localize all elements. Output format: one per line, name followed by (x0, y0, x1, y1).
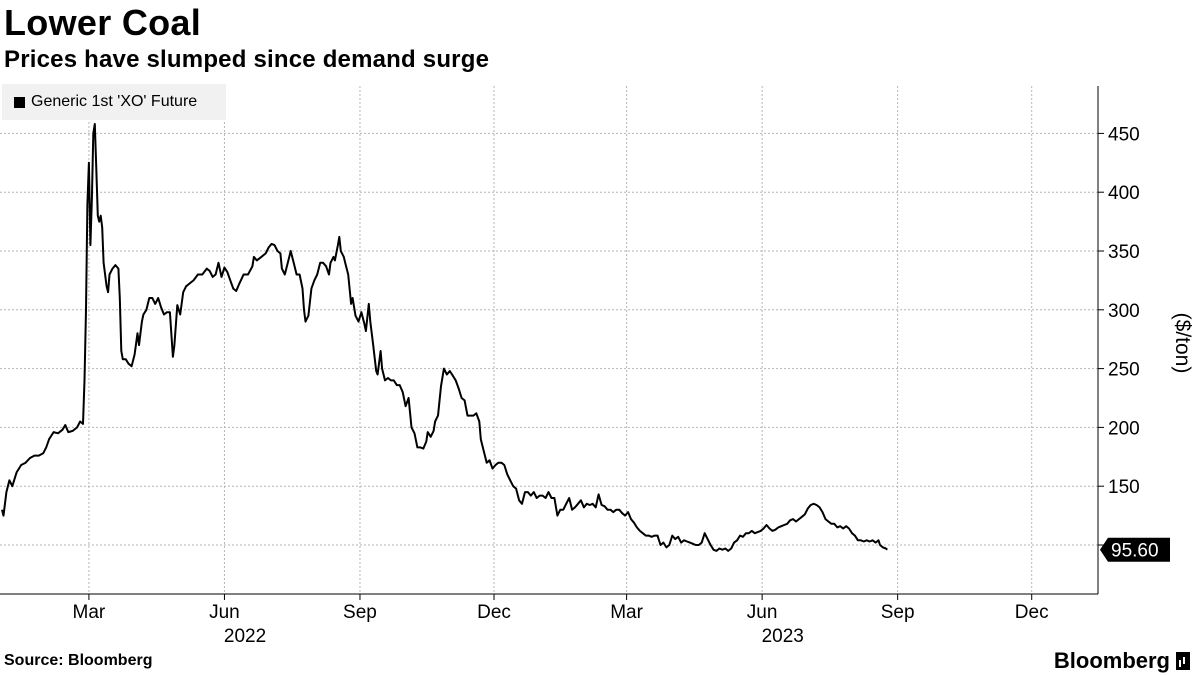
y-tick-label: 450 (1108, 124, 1140, 145)
series-line (1, 123, 888, 552)
y-tick-label: 350 (1108, 242, 1140, 263)
x-tick-label: Mar (73, 602, 106, 623)
x-tick-label: Dec (477, 602, 511, 623)
last-value-label: 95.60 (1111, 541, 1159, 562)
y-axis-title: ($/ton) (1171, 313, 1194, 374)
y-tick-label: 200 (1108, 418, 1140, 439)
brand-name: Bloomberg (1053, 648, 1170, 673)
last-value-box (1100, 537, 1170, 562)
x-tick-label: Sep (881, 602, 915, 623)
x-year-label: 2022 (224, 626, 266, 647)
x-year-label: 2023 (762, 626, 804, 647)
legend: Generic 1st 'XO' Future (2, 84, 226, 120)
chart-title: Lower Coal (4, 2, 202, 43)
last-value-callout: 95.60 (1100, 537, 1170, 562)
x-tick-label: Mar (610, 602, 643, 623)
x-tick-label: Dec (1015, 602, 1049, 623)
y-tick-label: 400 (1108, 183, 1140, 204)
y-tick-label: 150 (1108, 477, 1140, 498)
x-tick-label: Jun (747, 602, 778, 623)
y-tick-label: 300 (1108, 301, 1140, 322)
bloomberg-mark-icon (1176, 652, 1190, 670)
legend-swatch (14, 96, 25, 108)
x-tick-label: Sep (343, 602, 377, 623)
source-note: Source: Bloomberg (4, 652, 153, 669)
x-tick-label: Jun (209, 602, 240, 623)
bloomberg-logo: Bloomberg (1054, 648, 1190, 674)
legend-label: Generic 1st 'XO' Future (31, 93, 198, 110)
y-tick-label: 250 (1108, 360, 1140, 381)
chart-subtitle: Prices have slumped since demand surge (4, 46, 490, 73)
